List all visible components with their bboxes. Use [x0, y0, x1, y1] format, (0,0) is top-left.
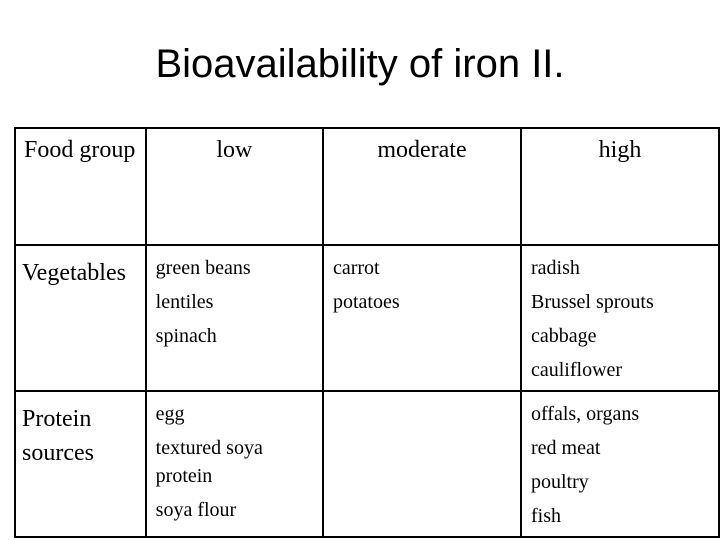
table: Food group low moderate high Vegetables gree… — [14, 127, 720, 538]
item: lentiles — [155, 291, 214, 313]
item: poultry — [530, 471, 589, 493]
items-cell: offals, organs red meat poultry fish — [519, 390, 720, 538]
item: green beans — [155, 257, 251, 279]
items-cell — [321, 390, 522, 538]
item: textured soya protein — [155, 437, 263, 487]
column-header: Food group — [14, 127, 147, 246]
item: spinach — [155, 325, 217, 347]
group-cell: Vegetables — [14, 244, 147, 392]
table-row: Vegetables green beans lentiles spinach carr… — [14, 244, 720, 392]
item: egg — [155, 403, 185, 425]
column-header: moderate — [321, 127, 522, 246]
item: radish — [530, 257, 580, 279]
item-list: carrot potatoes — [333, 254, 511, 316]
header-row: Food group low moderate high — [14, 127, 720, 246]
item: cabbage — [530, 325, 597, 347]
item: potatoes — [332, 291, 400, 313]
item: carrot — [332, 257, 380, 279]
column-header: low — [144, 127, 324, 246]
group-cell: Protein sources — [14, 390, 147, 538]
items-cell: green beans lentiles spinach — [144, 244, 324, 392]
items-cell: egg textured soya protein soya flour — [144, 390, 324, 538]
slide-title: Bioavailability of iron II. — [155, 42, 565, 86]
item-list: green beans lentiles spinach — [156, 254, 306, 350]
item: offals, organs — [530, 403, 640, 425]
column-header: high — [519, 127, 720, 246]
item-list: egg textured soya protein soya flour — [156, 400, 306, 524]
table-row: Protein sources egg textured soya protein s… — [14, 390, 720, 538]
item-list: offals, organs red meat poultry fish — [531, 400, 709, 530]
items-cell: radish Brussel sprouts cabbage cauliflower — [519, 244, 720, 392]
items-cell: carrot potatoes — [321, 244, 522, 392]
item-list: radish Brussel sprouts cabbage cauliflower — [531, 254, 709, 384]
item: red meat — [530, 437, 601, 459]
item: soya flour — [155, 499, 237, 521]
item: Brussel sprouts — [530, 291, 654, 313]
item: cauliflower — [530, 359, 623, 381]
item: fish — [530, 505, 561, 527]
